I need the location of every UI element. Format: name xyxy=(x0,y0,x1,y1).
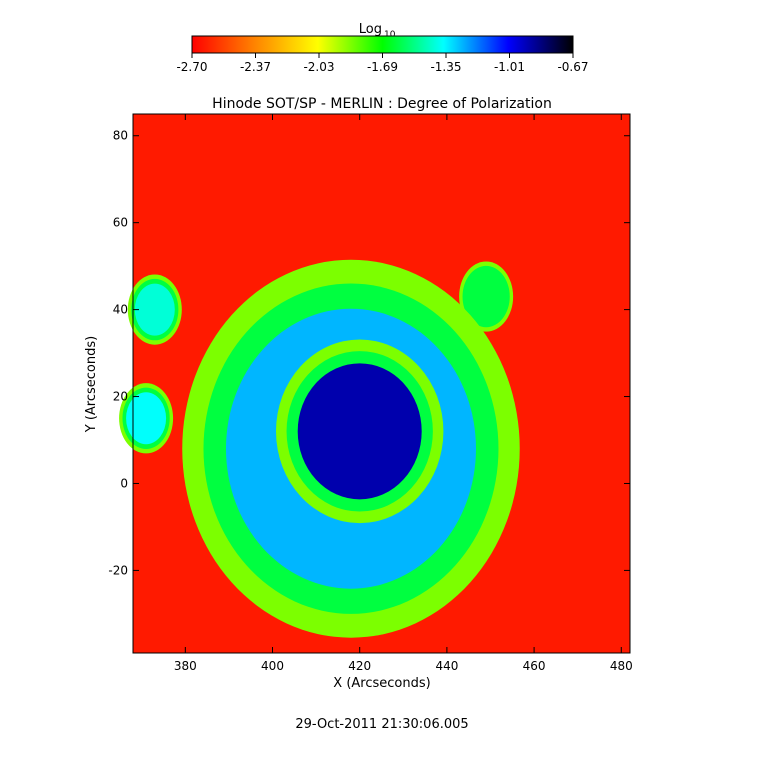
plage-patch xyxy=(466,270,507,323)
x-axis: 380 400 420 440 460 480 xyxy=(174,114,633,673)
plage-patch xyxy=(134,283,175,336)
y-tick-label: 60 xyxy=(113,216,128,230)
x-tick-label: 480 xyxy=(610,659,633,673)
x-tick-label: 400 xyxy=(261,659,284,673)
heatmap xyxy=(119,113,631,654)
plot-frame xyxy=(132,113,631,654)
y-axis-label: Y (Arcseconds) xyxy=(84,336,99,433)
sunspot-umbra xyxy=(297,363,422,500)
y-axis: -20 0 20 40 60 80 xyxy=(108,129,630,577)
x-tick-label: 420 xyxy=(348,659,371,673)
colorbar-tick-label: -0.67 xyxy=(557,60,588,74)
colorbar-tick-label: -1.35 xyxy=(430,60,461,74)
x-tick-label: 440 xyxy=(435,659,458,673)
x-tick-label: 380 xyxy=(174,659,197,673)
timestamp: 29-Oct-2011 21:30:06.005 xyxy=(295,717,468,732)
x-tick-label: 460 xyxy=(523,659,546,673)
colorbar-tick-label: -1.01 xyxy=(494,60,525,74)
colorbar-gradient xyxy=(191,35,574,54)
colorbar-tick-label: -2.70 xyxy=(176,60,207,74)
x-axis-label: X (Arcseconds) xyxy=(333,676,430,691)
heatmap-features xyxy=(119,259,520,638)
colorbar: Log 10 -2.70 -2.37 -2.03 -1.69 -1.35 -1.01 -0.… xyxy=(176,22,588,74)
y-tick-label: 80 xyxy=(113,129,128,143)
y-tick-label: -20 xyxy=(108,563,128,577)
colorbar-tick-label: -2.37 xyxy=(240,60,271,74)
colorbar-tick-label: -2.03 xyxy=(303,60,334,74)
y-tick-label: 20 xyxy=(113,390,128,404)
colorbar-label-subscript: 10 xyxy=(384,30,396,40)
colorbar-label: Log xyxy=(359,22,382,37)
y-tick-label: 40 xyxy=(113,303,128,317)
colorbar-ticks: -2.70 -2.37 -2.03 -1.69 -1.35 -1.01 -0.67 xyxy=(176,53,589,74)
colorbar-tick-label: -1.69 xyxy=(367,60,398,74)
plage-patch xyxy=(126,392,167,445)
y-tick-label: 0 xyxy=(120,476,128,490)
plot-title: Hinode SOT/SP - MERLIN : Degree of Polar… xyxy=(212,96,552,112)
